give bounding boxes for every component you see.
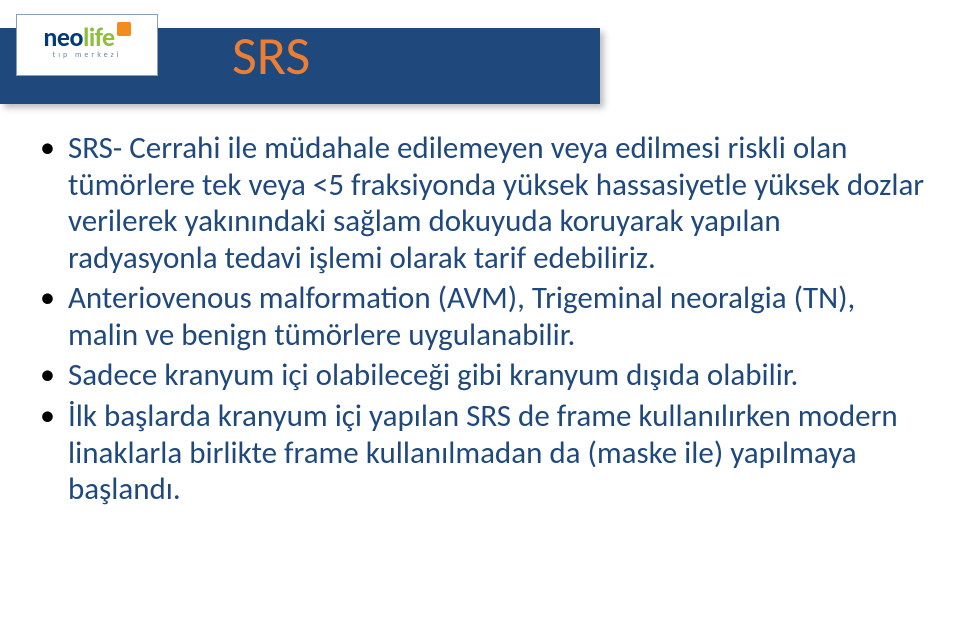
- logo-text-life: life: [83, 21, 115, 53]
- slide: SRS neolife tıp merkezi SRS- Cerrahi ile…: [0, 0, 960, 624]
- body-content: SRS- Cerrahi ile müdahale edilemeyen vey…: [36, 130, 930, 512]
- logo-wordmark: neolife: [43, 21, 130, 53]
- logo: neolife tıp merkezi: [16, 14, 158, 76]
- bullet-item: Anteriovenous malformation (AVM), Trigem…: [36, 280, 930, 353]
- logo-subtitle: tıp merkezi: [17, 50, 157, 60]
- logo-text-neo: neo: [43, 21, 83, 53]
- bullet-item: SRS- Cerrahi ile müdahale edilemeyen vey…: [36, 130, 930, 276]
- bullet-item: Sadece kranyum içi olabileceği gibi kran…: [36, 357, 930, 394]
- slide-title: SRS: [232, 28, 310, 85]
- bullet-item: İlk başlarda kranyum içi yapılan SRS de …: [36, 398, 930, 508]
- logo-accent-icon: [117, 22, 131, 36]
- bullet-list: SRS- Cerrahi ile müdahale edilemeyen vey…: [36, 130, 930, 508]
